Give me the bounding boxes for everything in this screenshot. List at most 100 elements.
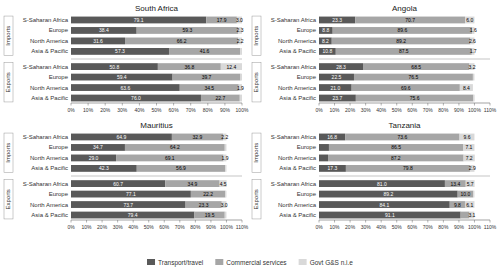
data-label: 23.7 [333,95,343,101]
category-label: Asia & Pacific [31,48,68,54]
data-label: 4.5 [220,181,227,187]
data-label: 1.7 [470,48,477,54]
bar-segment [352,84,460,91]
x-tick-label: 60% [407,224,418,230]
data-label: 9.6 [464,134,471,140]
bar-segment [333,27,472,34]
bar-segment [225,165,226,172]
category-label: S-Saharan Africa [271,181,317,187]
group-box [252,63,261,102]
bar-segment [71,165,137,172]
x-tick [365,103,366,106]
bar-segment [319,63,363,70]
x-tick-label: 20% [345,224,356,230]
x-tick [88,103,89,106]
legend: Transport/travelCommercial servicesGovt … [147,259,353,267]
category-label: North America [30,38,69,44]
x-tick-label: 20% [97,224,108,230]
data-label: 1.6 [470,27,477,33]
data-label: 77.1 [126,191,136,197]
data-label: 23.3 [332,17,342,23]
data-label: 59.4 [117,74,127,80]
x-tick [443,103,444,106]
x-tick-label: 60% [159,224,170,230]
data-label: 73.7 [123,202,133,208]
bar-segment [71,201,186,208]
category-label: S-Saharan Africa [23,17,69,23]
x-tick [139,103,140,106]
bar-segment [473,74,475,81]
x-tick-label: 90% [220,107,231,113]
x-tick-label: 0% [67,224,75,230]
x-tick-label: 90% [454,107,465,113]
category-label: S-Saharan Africa [271,64,317,70]
x-tick [490,220,491,223]
x-tick-label: 50% [144,224,155,230]
data-label: 7.2 [466,155,473,161]
data-label: 76.5 [409,74,419,80]
data-label: 79.8 [403,165,413,171]
bar-segment [71,74,173,81]
group-box [4,16,13,55]
x-tick [458,103,459,106]
bar-segment [473,191,474,198]
data-label: 91.1 [385,212,395,218]
bar-segment [450,201,465,208]
x-tick [71,220,72,223]
data-label: 22.7 [216,95,226,101]
x-tick [207,103,208,106]
data-label: 56.9 [176,165,186,171]
data-label: 34.7 [93,144,103,150]
x-tick [242,220,243,223]
x-tick [224,103,225,106]
data-label: 86.5 [391,144,401,150]
x-tick [210,220,211,223]
bar-segment [336,48,472,55]
bar-segment [173,74,241,81]
x-tick [195,220,196,223]
bar-segment [206,17,237,24]
data-label: 31.6 [93,38,103,44]
bar-segment [240,95,242,102]
bar-segment [464,155,475,162]
x-tick-label: 50% [392,107,403,113]
x-tick-label: 10% [330,107,341,113]
bar-segment [346,165,470,172]
x-tick-label: 30% [113,224,124,230]
bar-segment [221,63,242,70]
legend-swatch [215,259,223,265]
bar-segment [319,84,352,91]
data-label: 36.8 [184,64,194,70]
x-tick [490,103,491,106]
x-tick-label: 40% [128,224,139,230]
legend-label: Transport/travel [158,259,204,267]
group-label: Exports [254,72,260,92]
x-tick-label: 80% [203,107,214,113]
bar-segment [220,180,227,187]
group-box [4,180,13,219]
bar-segment [158,63,221,70]
data-label: 64.2 [170,144,180,150]
x-axis-line [319,103,490,104]
x-tick-label: 0% [315,224,323,230]
x-tick [122,103,123,106]
x-tick [319,103,320,106]
x-tick-label: 50% [392,224,403,230]
group-label: Exports [254,189,260,209]
x-tick-label: 10% [83,107,94,113]
chart: South Africa79.138.431.657.350.859.463.6… [0,0,500,273]
data-label: 1.9 [222,155,229,161]
group-box [252,16,261,55]
data-label: 70.7 [405,17,415,23]
data-label: 50.8 [110,64,120,70]
x-tick [412,220,413,223]
bar-segment [465,201,474,208]
bar-segment [71,63,158,70]
bar-segment [71,17,206,24]
data-label: 34.5 [204,85,214,91]
bar-segment [71,95,201,102]
x-tick [350,220,351,223]
category-label: North America [30,85,69,91]
x-tick [179,220,180,223]
category-label: North America [278,38,317,44]
